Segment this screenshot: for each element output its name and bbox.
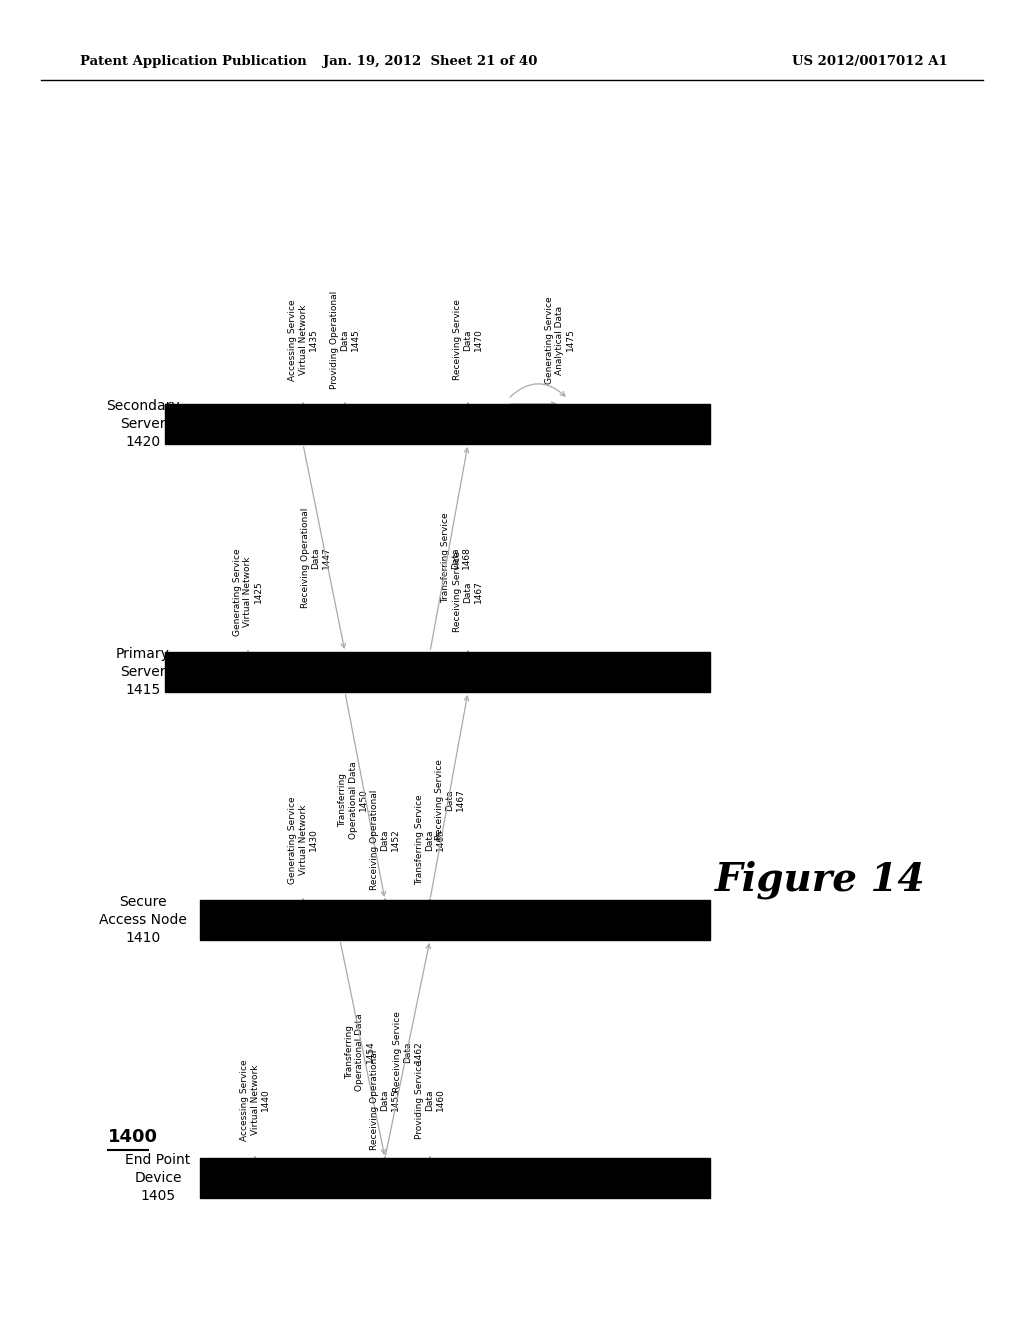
Text: Receiving Service
Data
1467: Receiving Service Data 1467 — [453, 552, 483, 632]
Text: Providing Operational
Data
1445: Providing Operational Data 1445 — [330, 290, 359, 389]
Text: Generating Service
Virtual Network
1425: Generating Service Virtual Network 1425 — [233, 548, 263, 636]
Bar — [165, 404, 710, 444]
Text: Accessing Service
Virtual Network
1435: Accessing Service Virtual Network 1435 — [288, 300, 317, 380]
Text: Transferring
Operational Data
1454: Transferring Operational Data 1454 — [345, 1014, 375, 1090]
Bar — [165, 652, 710, 692]
Text: Secondary
Server
1420: Secondary Server 1420 — [106, 399, 180, 449]
Text: 1400: 1400 — [108, 1129, 158, 1146]
Text: Providing Service
Data
1460: Providing Service Data 1460 — [415, 1061, 444, 1139]
Text: Secure
Access Node
1410: Secure Access Node 1410 — [99, 895, 187, 945]
Bar — [200, 1158, 710, 1199]
Text: Figure 14: Figure 14 — [715, 861, 926, 899]
Text: Transferring Service
Data
1465: Transferring Service Data 1465 — [415, 795, 444, 886]
Text: Receiving Operational
Data
1452: Receiving Operational Data 1452 — [370, 789, 400, 890]
Text: End Point
Device
1405: End Point Device 1405 — [125, 1154, 190, 1203]
Text: Receiving Operational
Data
1455: Receiving Operational Data 1455 — [370, 1049, 400, 1150]
Text: Accessing Service
Virtual Network
1440: Accessing Service Virtual Network 1440 — [240, 1059, 270, 1140]
Text: Patent Application Publication: Patent Application Publication — [80, 55, 307, 69]
Text: Receiving Operational
Data
1447: Receiving Operational Data 1447 — [301, 508, 331, 609]
Text: Transferring Service
Data
1468: Transferring Service Data 1468 — [441, 512, 471, 603]
Text: Generating Service
Virtual Network
1430: Generating Service Virtual Network 1430 — [288, 796, 317, 884]
Text: Receiving Service
Data
1462: Receiving Service Data 1462 — [393, 1011, 423, 1093]
Text: Primary
Server
1415: Primary Server 1415 — [116, 647, 170, 697]
Text: Receiving Service
Data
1467: Receiving Service Data 1467 — [435, 759, 465, 841]
Text: Generating Service
Analytical Data
1475: Generating Service Analytical Data 1475 — [545, 296, 574, 384]
Bar — [200, 900, 710, 940]
Text: US 2012/0017012 A1: US 2012/0017012 A1 — [793, 55, 948, 69]
Text: Receiving Service
Data
1470: Receiving Service Data 1470 — [453, 300, 483, 380]
Text: Transferring
Operational Data
1450: Transferring Operational Data 1450 — [338, 762, 368, 838]
Text: Jan. 19, 2012  Sheet 21 of 40: Jan. 19, 2012 Sheet 21 of 40 — [323, 55, 538, 69]
